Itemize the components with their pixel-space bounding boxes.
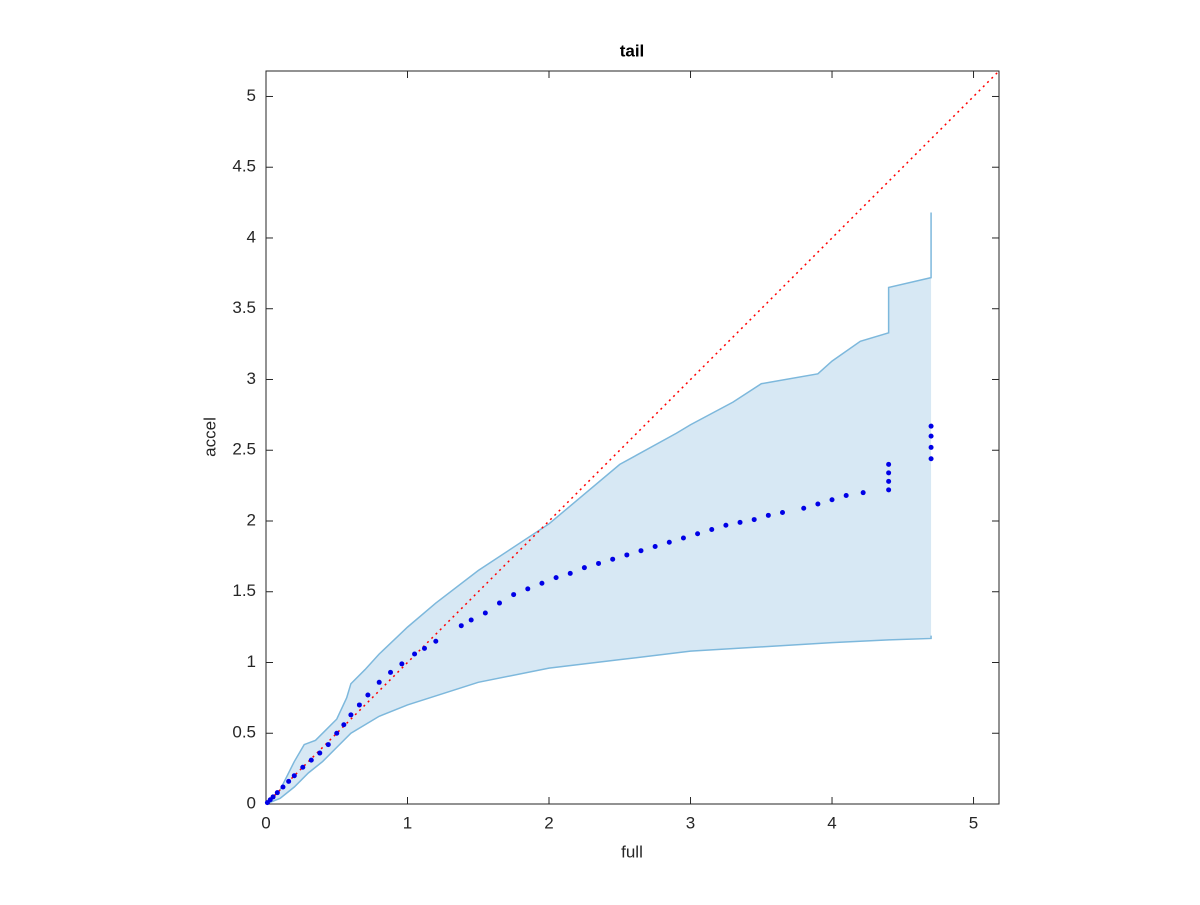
point (581, 565, 587, 571)
axes-box (265, 70, 1000, 805)
x-tick-label: 4 (827, 813, 836, 832)
y-tick-label: 0.5 (232, 723, 256, 742)
point (286, 778, 292, 784)
point (709, 526, 715, 532)
point (412, 651, 418, 657)
point (928, 433, 934, 439)
point (270, 794, 276, 800)
point (356, 702, 362, 708)
x-tick-label: 2 (544, 813, 553, 832)
band-edge (265, 212, 932, 805)
point (388, 669, 394, 675)
x-axis-label: full (621, 842, 643, 861)
point (695, 531, 701, 537)
point (779, 509, 785, 515)
chart-title: tail (620, 41, 645, 60)
point (553, 575, 559, 581)
y-tick-label: 1.5 (232, 581, 256, 600)
point (815, 501, 821, 507)
band-edge (265, 635, 932, 805)
point (274, 790, 280, 796)
point (666, 539, 672, 545)
point (399, 661, 405, 667)
point (886, 470, 892, 476)
point (860, 490, 866, 496)
point (928, 456, 934, 462)
point (421, 645, 427, 651)
point (468, 617, 474, 623)
point (829, 497, 835, 503)
point (482, 610, 488, 616)
point (928, 423, 934, 429)
point (525, 586, 531, 592)
point (680, 535, 686, 541)
point (624, 552, 630, 558)
y-tick-label: 1 (247, 652, 256, 671)
y-tick-label: 4 (247, 227, 256, 246)
point (348, 712, 354, 718)
point (334, 730, 340, 736)
y-tick-label: 4.5 (232, 157, 256, 176)
band-fill (266, 212, 932, 804)
point (308, 757, 314, 763)
y-axis-label: accel (200, 417, 219, 457)
point (638, 548, 644, 554)
x-tick-label: 0 (261, 813, 270, 832)
point (765, 512, 771, 518)
point (317, 750, 323, 756)
point (886, 478, 892, 484)
point (365, 692, 371, 698)
point (291, 773, 297, 779)
x-tick-label: 5 (969, 813, 978, 832)
point (886, 487, 892, 493)
point (325, 742, 331, 748)
point (511, 592, 517, 598)
point (539, 580, 545, 586)
x-tick-label: 3 (686, 813, 695, 832)
point (596, 560, 602, 566)
point (843, 493, 849, 499)
point (496, 600, 502, 606)
point (610, 556, 616, 562)
point (886, 461, 892, 467)
point (801, 505, 807, 511)
point (928, 444, 934, 450)
y-tick-label: 2.5 (232, 440, 256, 459)
point (737, 519, 743, 525)
point (723, 522, 729, 528)
y-tick-label: 3.5 (232, 298, 256, 317)
point (280, 784, 286, 790)
y-tick-label: 2 (247, 510, 256, 529)
y-tick-label: 3 (247, 369, 256, 388)
point (652, 543, 658, 549)
x-tick-label: 1 (403, 813, 412, 832)
point (376, 679, 382, 685)
point (458, 623, 464, 629)
point (567, 570, 573, 576)
point (300, 764, 306, 770)
y-tick-label: 0 (247, 793, 256, 812)
point (433, 638, 439, 644)
point (751, 517, 757, 523)
y-tick-label: 5 (247, 86, 256, 105)
point (341, 722, 347, 728)
